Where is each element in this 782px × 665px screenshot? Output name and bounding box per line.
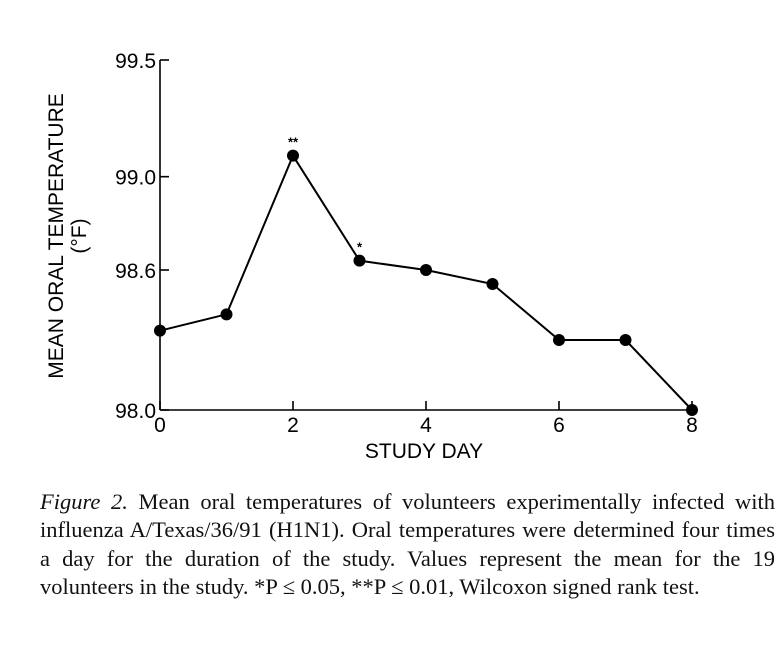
significance-marker: ** — [288, 135, 299, 150]
x-tick-label: 8 — [686, 414, 698, 437]
data-point — [619, 334, 632, 346]
data-point — [154, 324, 166, 337]
chart-axes — [159, 60, 692, 411]
y-tick-label: 98.0 — [115, 400, 156, 423]
y-tick-label: 98.6 — [115, 260, 156, 283]
x-tick-label: 4 — [420, 414, 432, 437]
data-point — [686, 404, 698, 416]
x-tick-label: 2 — [287, 414, 299, 437]
significance-annotations: *** — [288, 135, 363, 255]
x-tick-label: 6 — [553, 414, 565, 437]
caption-label: Figure 2. — [40, 489, 128, 514]
x-axis-ticks: 0 2 4 6 8 — [154, 401, 698, 437]
temperature-line — [159, 153, 693, 411]
temperature-series — [154, 149, 698, 416]
data-point — [220, 308, 233, 321]
figure-caption: Figure 2. Mean oral temperatures of volu… — [40, 488, 775, 602]
x-axis-label: STUDY DAY — [365, 440, 483, 463]
y-tick-label: 99.0 — [115, 167, 156, 190]
data-point — [553, 334, 565, 346]
data-point — [486, 278, 499, 290]
x-tick-label: 0 — [154, 414, 166, 437]
data-point — [287, 149, 299, 162]
data-point — [420, 264, 432, 276]
y-axis-unit-label: (°F) — [68, 218, 91, 253]
caption-text: Mean oral temperatures of volunteers exp… — [40, 489, 775, 600]
significance-marker: * — [357, 240, 363, 255]
data-point — [353, 254, 366, 267]
y-axis-ticks: 98.0 98.6 99.0 99.5 — [115, 50, 169, 423]
y-axis-label: MEAN ORAL TEMPERATURE — [45, 93, 68, 379]
y-tick-label: 99.5 — [115, 50, 156, 73]
